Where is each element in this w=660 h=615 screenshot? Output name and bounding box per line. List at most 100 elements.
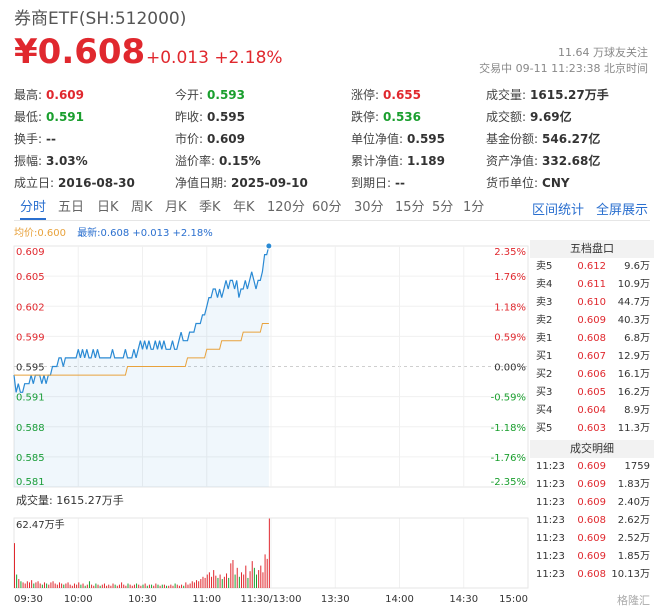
tab-period[interactable]: 周K	[131, 200, 153, 215]
tab-period[interactable]: 30分	[354, 200, 384, 215]
stat-item: 到期日: --	[351, 174, 405, 191]
orderbook-volume: 16.2万	[617, 387, 650, 398]
intraday-chart[interactable]: 0.609 0.605 0.602 0.599 0.595 0.591 0.588 0.585…	[0, 0, 530, 615]
trade-time: 11:23	[536, 479, 565, 490]
tab-period[interactable]: 季K	[199, 200, 221, 215]
stat-value: 0.591	[46, 110, 85, 124]
y-tick-label-pct: -2.35%	[491, 477, 526, 488]
trade-volume: 1759	[624, 461, 650, 472]
stat-item: 货币单位: CNY	[486, 174, 570, 191]
orderbook-volume: 8.9万	[624, 405, 650, 416]
last-price-dot	[265, 242, 273, 250]
y-tick-label-pct: -0.59%	[491, 393, 526, 404]
y-tick-label-pct: 2.35%	[494, 247, 526, 258]
stat-label: 昨收:	[175, 110, 204, 124]
orderbook-row: 卖1 0.608 6.8万	[530, 330, 654, 348]
stat-item: 成交量: 1615.27万手	[486, 86, 609, 103]
orderbook-price: 0.612	[577, 261, 606, 272]
stat-item: 基金份额: 546.27亿	[486, 130, 600, 147]
x-tick-label: 14:30	[449, 594, 478, 605]
legend-avg-price: 均价:0.600	[14, 228, 66, 239]
stat-label: 最低:	[14, 110, 43, 124]
orderbook-side: 买2	[536, 369, 553, 380]
tab-period[interactable]: 分时	[20, 199, 47, 220]
stat-value: 1.189	[407, 154, 446, 168]
y-tick-label: 0.581	[16, 477, 45, 488]
tab-period[interactable]: 月K	[165, 200, 187, 215]
tab-period[interactable]: 120分	[267, 200, 305, 215]
stat-item: 换手: --	[14, 130, 56, 147]
stat-value: 3.03%	[46, 154, 88, 168]
trades-title: 成交明细	[530, 440, 654, 458]
tab-period[interactable]: 1分	[463, 200, 485, 215]
tab-period[interactable]: 日K	[97, 200, 119, 215]
orderbook-side: 买4	[536, 405, 553, 416]
stat-item: 最低: 0.591	[14, 108, 84, 125]
stat-value: 546.27亿	[542, 132, 601, 146]
orderbook-row: 买4 0.604 8.9万	[530, 402, 654, 420]
trade-volume: 2.62万	[617, 515, 650, 526]
trade-volume: 1.85万	[617, 551, 650, 562]
orderbook-price: 0.604	[577, 405, 606, 416]
legend-last-price: 最新:0.608 +0.013 +2.18%	[77, 228, 213, 239]
trade-time: 11:23	[536, 533, 565, 544]
orderbook-side: 卖4	[536, 279, 553, 290]
tab-period[interactable]: 15分	[395, 200, 425, 215]
orderbook-volume: 6.8万	[624, 333, 650, 344]
stat-value: 0.595	[207, 110, 246, 124]
orderbook-row: 买3 0.605 16.2万	[530, 384, 654, 402]
tab-period[interactable]: 5分	[432, 200, 454, 215]
stat-value: 9.69亿	[530, 110, 572, 124]
stat-label: 今开:	[175, 88, 204, 102]
y-tick-label-pct: 0.59%	[494, 332, 526, 343]
stat-item: 单位净值: 0.595	[351, 130, 445, 147]
orderbook-volume: 44.7万	[617, 297, 650, 308]
orderbook-volume: 10.9万	[617, 279, 650, 290]
stat-item: 市价: 0.609	[175, 130, 245, 147]
current-price: ¥0.608	[14, 32, 146, 72]
stat-label: 溢价率:	[175, 154, 216, 168]
stat-value: 2025-09-10	[231, 176, 308, 190]
y-tick-label-pct: 1.18%	[494, 302, 526, 313]
x-tick-label: 09:30	[14, 594, 43, 605]
y-tick-label: 0.591	[16, 393, 45, 404]
avg-price-line	[14, 323, 269, 376]
range-stats-link[interactable]: 区间统计	[532, 203, 585, 218]
y-tick-label-pct: 0.00%	[494, 363, 526, 374]
orderbook-row: 买2 0.606 16.1万	[530, 366, 654, 384]
orderbook-title: 五档盘口	[530, 240, 654, 258]
stat-value: 0.609	[46, 88, 85, 102]
orderbook-row: 买1 0.607 12.9万	[530, 348, 654, 366]
stat-label: 成交额:	[486, 110, 527, 124]
trade-price: 0.609	[577, 461, 606, 472]
orderbook-row: 卖2 0.609 40.3万	[530, 312, 654, 330]
tab-period[interactable]: 五日	[58, 200, 85, 215]
stat-value: --	[46, 132, 57, 146]
stat-value: 0.609	[207, 132, 246, 146]
trade-price: 0.609	[577, 533, 606, 544]
volume-max-label: 62.47万手	[16, 518, 65, 531]
trade-price: 0.609	[577, 497, 606, 508]
orderbook-price: 0.609	[577, 315, 606, 326]
stat-value: 0.655	[383, 88, 422, 102]
stat-value: 0.536	[383, 110, 422, 124]
stat-value: 2016-08-30	[58, 176, 135, 190]
orderbook-row: 买5 0.603 11.3万	[530, 420, 654, 438]
x-tick-label: 11:30/13:00	[240, 594, 301, 605]
trade-price: 0.609	[577, 551, 606, 562]
trade-row: 11:23 0.609 2.52万	[530, 530, 654, 548]
orderbook-price: 0.605	[577, 387, 606, 398]
stat-item: 累计净值: 1.189	[351, 152, 445, 169]
fullscreen-link[interactable]: 全屏展示	[596, 203, 649, 218]
orderbook-side: 卖3	[536, 297, 553, 308]
tab-period[interactable]: 年K	[233, 200, 255, 215]
stat-label: 资产净值:	[486, 154, 539, 168]
orderbook-row: 卖5 0.612 9.6万	[530, 258, 654, 276]
y-tick-label: 0.595	[16, 363, 45, 374]
x-tick-label: 15:00	[499, 594, 528, 605]
y-tick-label: 0.609	[16, 247, 45, 258]
orderbook-volume: 12.9万	[617, 351, 650, 362]
orderbook-volume: 9.6万	[624, 261, 650, 272]
tab-period[interactable]: 60分	[312, 200, 342, 215]
orderbook-price: 0.608	[577, 333, 606, 344]
